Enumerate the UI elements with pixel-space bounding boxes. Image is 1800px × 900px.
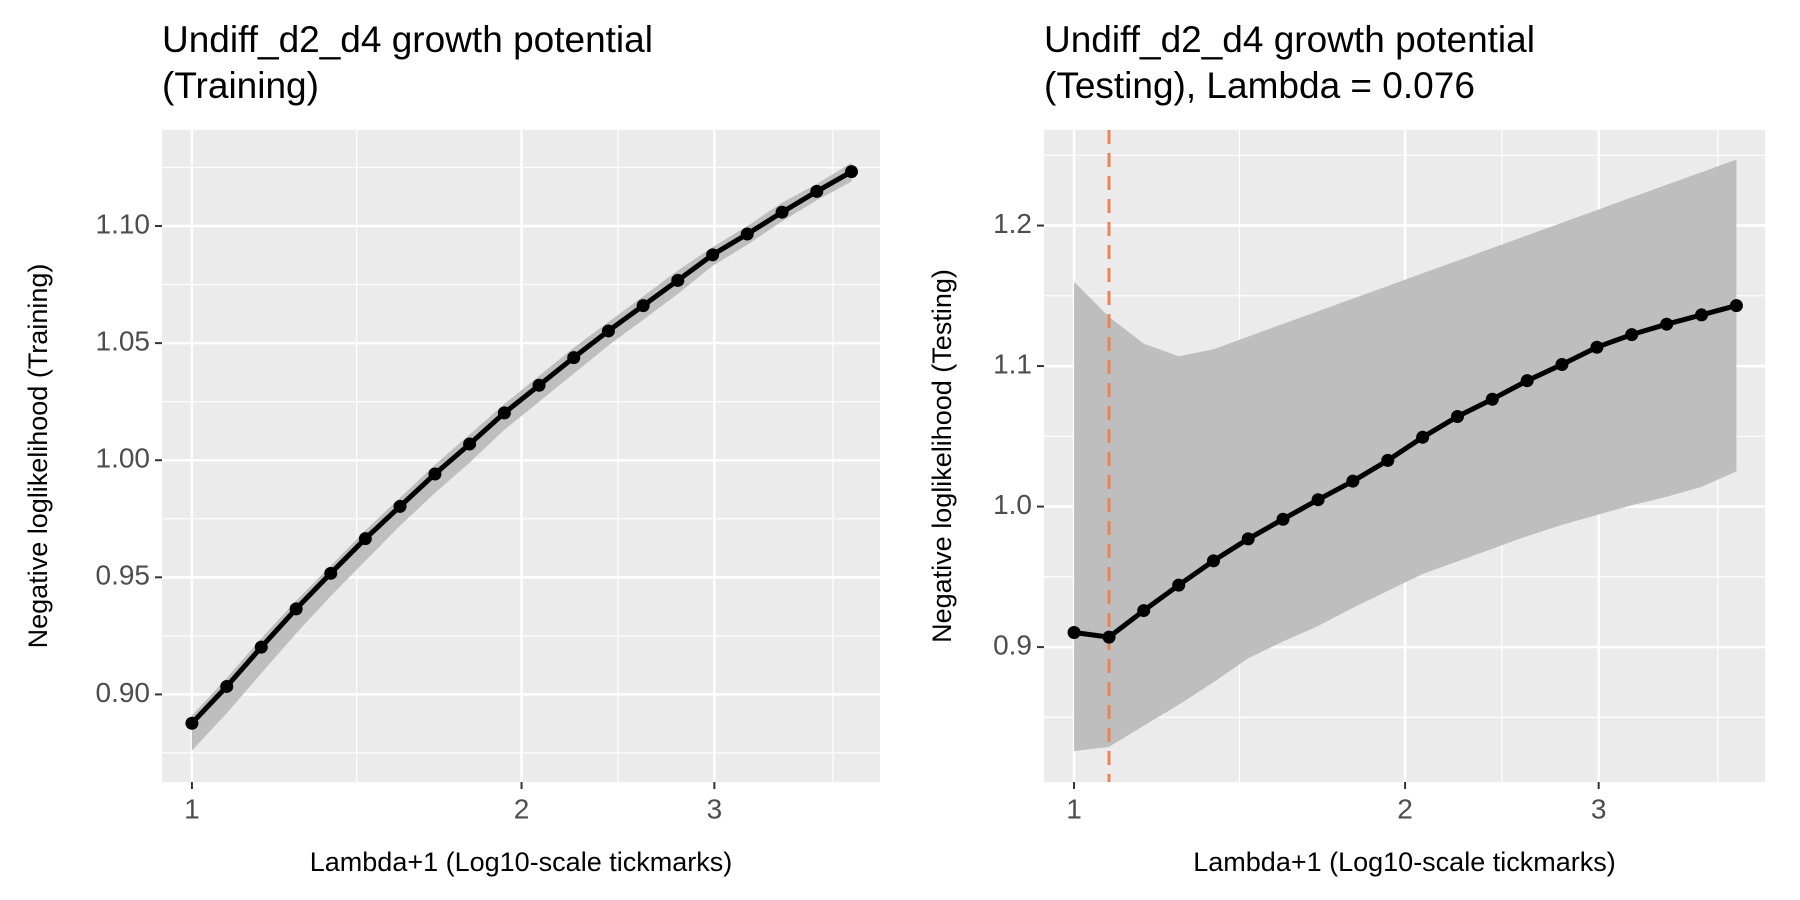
y-tick-label: 1.0 — [993, 489, 1032, 520]
data-point — [1520, 374, 1534, 388]
data-point — [1625, 328, 1639, 342]
data-point — [1311, 493, 1325, 507]
y-tick-label: 1.10 — [96, 208, 151, 239]
y-tick-label: 1.2 — [993, 208, 1032, 239]
data-point — [636, 299, 650, 313]
data-point — [1241, 532, 1255, 546]
data-point — [1416, 430, 1430, 444]
data-point — [1137, 604, 1151, 618]
data-point — [1381, 453, 1395, 467]
data-point — [1660, 317, 1674, 331]
data-point — [1450, 410, 1464, 424]
confidence-ribbon — [1074, 159, 1737, 752]
y-tick-label: 1.05 — [96, 326, 151, 357]
x-tick-label: 1 — [1066, 793, 1082, 824]
y-tick-label: 0.90 — [96, 677, 151, 708]
chart-title: Undiff_d2_d4 growth potential — [162, 19, 653, 60]
data-point — [1067, 625, 1081, 639]
data-point — [463, 437, 477, 451]
data-point — [185, 716, 199, 730]
x-axis-title: Lambda+1 (Log10-scale tickmarks) — [1193, 847, 1615, 877]
data-point — [567, 351, 581, 365]
data-point — [740, 227, 754, 241]
x-tick-label: 3 — [707, 793, 723, 824]
data-point — [1172, 578, 1186, 592]
chart-title: (Training) — [162, 65, 319, 106]
y-tick-label: 0.95 — [96, 560, 151, 591]
data-point — [289, 602, 303, 616]
chart-title: (Testing), Lambda = 0.076 — [1044, 65, 1475, 106]
y-axis-title: Negative loglikelihood (Training) — [23, 264, 53, 649]
data-point — [1590, 340, 1604, 354]
data-point — [1276, 512, 1290, 526]
data-point — [810, 184, 824, 198]
data-point — [393, 499, 407, 513]
data-point — [532, 378, 546, 392]
data-point — [775, 205, 789, 219]
chart-title: Undiff_d2_d4 growth potential — [1044, 19, 1535, 60]
data-point — [497, 406, 511, 420]
data-point — [706, 248, 720, 262]
data-point — [358, 532, 372, 546]
x-tick-label: 2 — [1397, 793, 1413, 824]
data-point — [1729, 299, 1743, 313]
x-tick-label: 2 — [514, 793, 530, 824]
x-tick-label: 3 — [1591, 793, 1607, 824]
y-axis-title: Negative loglikelihood (Testing) — [927, 269, 957, 643]
data-point — [1346, 474, 1360, 488]
y-tick-label: 1.00 — [96, 443, 151, 474]
data-point — [1695, 308, 1709, 322]
data-point — [220, 679, 234, 693]
y-tick-label: 1.1 — [993, 348, 1032, 379]
data-point — [254, 640, 268, 654]
data-point — [671, 273, 685, 287]
data-line — [190, 169, 853, 725]
data-point — [324, 566, 338, 580]
data-point — [1102, 630, 1116, 644]
data-point — [428, 467, 442, 481]
data-point — [1555, 358, 1569, 372]
x-tick-label: 1 — [184, 793, 200, 824]
data-point — [601, 324, 615, 338]
data-point — [845, 165, 859, 179]
data-point — [1206, 554, 1220, 568]
data-point — [1485, 392, 1499, 406]
y-tick-label: 0.9 — [993, 629, 1032, 660]
x-axis-title: Lambda+1 (Log10-scale tickmarks) — [310, 847, 732, 877]
